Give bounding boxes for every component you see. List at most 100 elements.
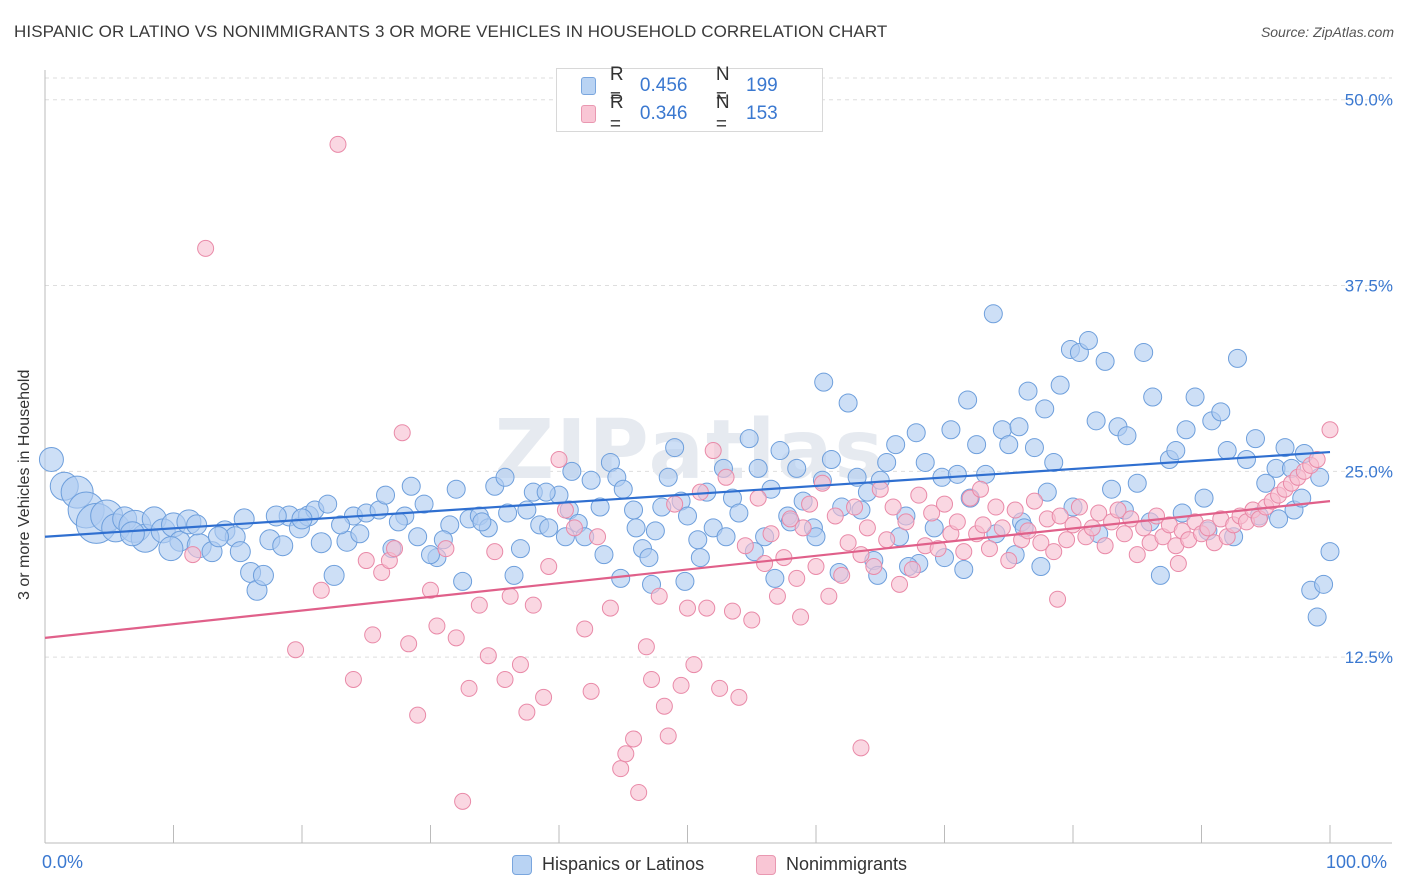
nonimmigrant-point (460, 679, 478, 697)
hispanic-point (690, 548, 710, 568)
hispanic-point (510, 539, 530, 559)
hispanic-point (119, 521, 145, 547)
legend-item-nonimmigrant: Nonimmigrants (756, 854, 907, 875)
hispanic-point (626, 518, 646, 538)
nonimmigrant-point (1000, 552, 1018, 570)
n-value: 199 (746, 75, 778, 96)
hispanic-point (1194, 488, 1214, 508)
nonimmigrant-point (685, 656, 703, 674)
nonimmigrant-point (1090, 504, 1108, 522)
source-label: Source: ZipAtlas.com (1260, 24, 1394, 40)
nonimmigrant-point (1058, 531, 1076, 549)
nonimmigrant-point (565, 519, 583, 537)
hispanic-point (38, 446, 64, 472)
nonimmigrant-point (1321, 421, 1339, 439)
nonimmigrant-point (878, 531, 896, 549)
nonimmigrant-point (400, 635, 418, 653)
nonimmigrant-point (1169, 555, 1187, 573)
hispanic-point (1127, 473, 1147, 493)
hispanic-point (539, 518, 559, 538)
nonimmigrant-point (556, 501, 574, 519)
hispanic-point (665, 438, 685, 458)
hispanic-point (1236, 449, 1256, 469)
nonimmigrant-point (312, 581, 330, 599)
nonimmigrant-point (1045, 543, 1063, 561)
hispanic-point (886, 435, 906, 455)
hispanic-point (1310, 467, 1330, 487)
nonimmigrant-point (974, 516, 992, 534)
hispanic-point (504, 565, 524, 585)
nonimmigrant-point (364, 626, 382, 644)
nonimmigrant-point (711, 679, 729, 697)
hispanic-point (765, 568, 785, 588)
nonimmigrant-point (625, 730, 643, 748)
hispanic-point (1245, 429, 1265, 449)
nonimmigrant-point (511, 656, 529, 674)
nonimmigrant-point (871, 480, 889, 498)
hispanic-point (1256, 473, 1276, 493)
y-tick-label: 12.5% (1345, 648, 1393, 667)
nonimmigrant-point (672, 676, 690, 694)
hispanic-point (562, 461, 582, 481)
nonimmigrant-point (839, 534, 857, 552)
nonimmigrant-point (826, 507, 844, 525)
nonimmigrant-point (1128, 546, 1146, 564)
hispanic-point (1117, 426, 1137, 446)
hispanic-point (1307, 607, 1327, 627)
hispanic-point (877, 452, 897, 472)
nonimmigrant-point (422, 581, 439, 599)
nonimmigrant-point (717, 468, 735, 486)
hispanic-point (1024, 438, 1044, 458)
nonimmigrant-point (762, 525, 780, 543)
legend-label-nonimmigrant: Nonimmigrants (786, 854, 908, 874)
nonimmigrant-point (576, 620, 594, 638)
nonimmigrant-point (501, 587, 519, 605)
hispanic-point (613, 479, 633, 499)
hispanic-point (310, 532, 332, 554)
hispanic-point (453, 571, 473, 591)
nonimmigrant-point (820, 587, 838, 605)
nonimmigrant-point (971, 480, 989, 498)
hispanic-point (624, 500, 644, 520)
hispanic-point (1185, 387, 1205, 407)
hispanic-point (1176, 420, 1196, 440)
nonimmigrant-point (679, 599, 696, 617)
nonimmigrant-point (865, 558, 883, 576)
hispanic-point (498, 503, 518, 523)
nonimmigrant-point (659, 727, 677, 745)
nonimmigrant-point (630, 783, 648, 801)
hispanic-point (1166, 441, 1186, 461)
hispanic-point (1009, 417, 1029, 437)
hispanic-point (207, 526, 229, 548)
nonimmigrant-point (948, 513, 966, 531)
nonimmigrant-point (357, 552, 375, 570)
nonimmigrant-point (736, 537, 754, 555)
nonimmigrant-point (788, 569, 806, 587)
nonimmigrant-point (792, 608, 810, 626)
nonimmigrant-point (923, 504, 941, 522)
hispanic-point (787, 458, 807, 478)
hispanic-point (594, 545, 614, 565)
n-label: N = (715, 92, 730, 135)
nonimmigrant-point (1096, 537, 1114, 555)
hispanic-point (1050, 375, 1070, 395)
nonimmigrant-point (617, 745, 635, 763)
hispanic-point (739, 429, 759, 449)
nonimmigrant-point (437, 540, 455, 558)
hispanic-point (323, 564, 345, 586)
nonimmigrant-point (1199, 519, 1217, 537)
hispanic-point (1102, 479, 1122, 499)
hispanic-point (748, 458, 768, 478)
legend-row-nonimmigrant: R = 0.346 N = 153 (581, 92, 822, 135)
r-label: R = (609, 64, 624, 107)
nonimmigrant-point (1115, 525, 1133, 543)
hispanic-point (1044, 452, 1064, 472)
hispanic-point (645, 521, 665, 541)
hispanic-point (658, 467, 678, 487)
hispanic-point (408, 527, 428, 547)
nonimmigrant-point (409, 706, 427, 724)
nonimmigrant-point (643, 670, 661, 688)
y-tick-label: 37.5% (1345, 277, 1393, 296)
hispanic-point (1078, 331, 1098, 351)
